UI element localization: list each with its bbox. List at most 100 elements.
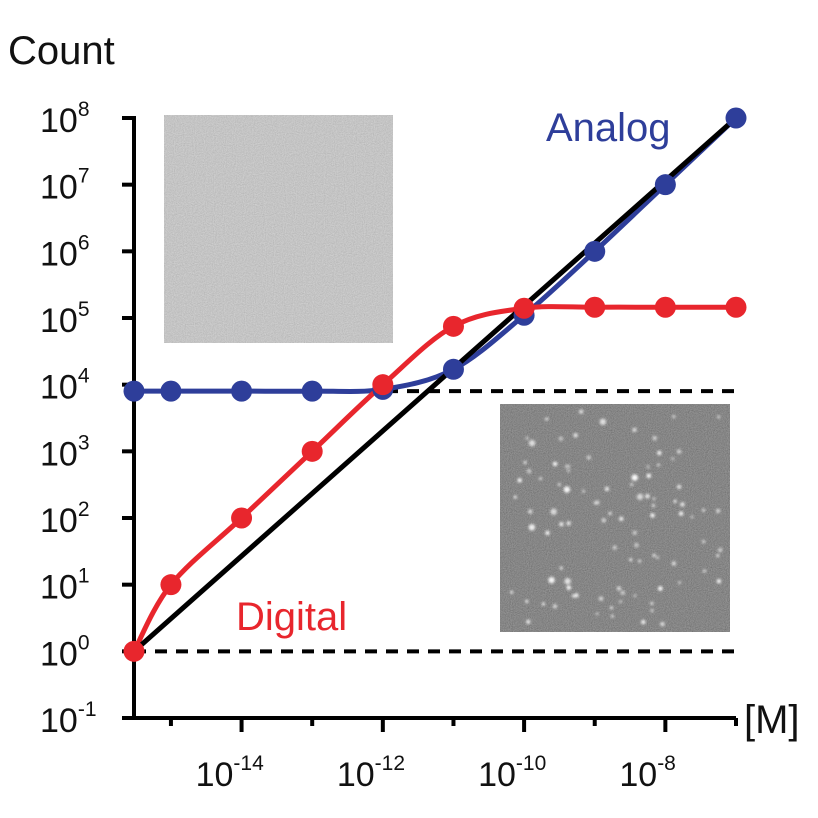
inset-spot xyxy=(646,465,650,469)
y-tick-label: 105 xyxy=(40,298,90,340)
series-line-analog xyxy=(131,115,739,395)
data-point-analog xyxy=(301,380,323,402)
inset-spot xyxy=(545,530,550,536)
data-point-digital xyxy=(584,296,606,318)
inset-spot xyxy=(634,543,639,548)
inset-spot xyxy=(619,516,624,522)
data-point-digital xyxy=(654,296,676,318)
inset-spot xyxy=(690,515,694,519)
inset-spot xyxy=(566,469,570,473)
inset-spot xyxy=(601,518,607,523)
inset-spot xyxy=(548,576,555,584)
inset-spot xyxy=(610,606,614,610)
inset-spot xyxy=(525,436,529,440)
y-tick-label: 108 xyxy=(40,98,90,140)
inset-spot xyxy=(716,554,720,558)
x-axis-ticks: 10-14 10-12 10-10 10-8 xyxy=(168,718,738,794)
series-markers xyxy=(123,107,747,662)
inset-spot xyxy=(552,461,558,467)
inset-spot xyxy=(702,540,706,544)
inset-spot xyxy=(599,418,607,426)
x-tick-label: 10-14 xyxy=(196,752,265,794)
inset-spot xyxy=(676,449,682,454)
inset-spot xyxy=(652,553,656,557)
inset-spot xyxy=(651,504,655,508)
inset-spot xyxy=(541,602,545,606)
inset-spot xyxy=(660,621,665,627)
digital-inset-image xyxy=(500,404,730,632)
inset-spot xyxy=(715,508,721,514)
inset-spot xyxy=(650,609,654,613)
data-point-digital xyxy=(160,574,182,596)
inset-spot xyxy=(578,409,584,414)
data-point-analog xyxy=(160,380,182,402)
inset-spot xyxy=(564,464,568,468)
digital-inset-spots xyxy=(510,409,723,627)
inset-spot xyxy=(528,509,533,514)
inset-spot xyxy=(563,486,571,493)
inset-spot xyxy=(636,493,644,500)
axes xyxy=(132,116,736,720)
y-tick-label: 103 xyxy=(40,431,90,473)
inset-spot xyxy=(616,586,622,591)
inset-spot xyxy=(608,511,612,515)
inset-spot xyxy=(525,599,529,603)
inset-spot xyxy=(593,501,597,505)
x-tick-label: 10-8 xyxy=(619,752,676,794)
data-point-analog xyxy=(231,380,253,402)
series-label-analog: Analog xyxy=(546,106,671,150)
reference-line-layer xyxy=(131,115,739,654)
inset-spot xyxy=(631,474,638,481)
inset-spot xyxy=(678,511,684,516)
inset-spot xyxy=(676,484,682,490)
inset-spot xyxy=(629,558,633,562)
inset-spot xyxy=(513,495,517,499)
inset-spot xyxy=(652,435,657,441)
inset-spot xyxy=(564,578,571,585)
inset-spot xyxy=(567,464,571,468)
y-tick-label: 101 xyxy=(40,565,90,607)
x-tick-label: 10-10 xyxy=(478,752,546,794)
inset-spot xyxy=(558,436,564,441)
y-axis-title: Count xyxy=(8,29,115,73)
data-point-analog xyxy=(654,174,676,196)
y-tick-label: 10-1 xyxy=(40,698,97,740)
inset-spot xyxy=(612,545,617,550)
inset-spot xyxy=(550,508,557,515)
inset-spot xyxy=(657,463,661,467)
data-point-digital xyxy=(513,297,535,319)
data-point-digital xyxy=(301,440,323,462)
inset-spot xyxy=(610,614,614,618)
data-point-digital xyxy=(123,640,145,662)
inset-spot xyxy=(526,469,532,474)
inset-spot xyxy=(680,502,685,507)
inset-spot xyxy=(632,427,637,433)
series-line-digital xyxy=(131,304,739,654)
inset-spot xyxy=(510,590,514,594)
inset-spot xyxy=(632,530,637,536)
inset-spot xyxy=(582,489,586,493)
data-point-digital xyxy=(231,507,253,529)
inset-spot xyxy=(718,547,723,553)
inset-spot xyxy=(657,450,662,456)
inset-spot xyxy=(702,508,706,512)
analog-inset-image xyxy=(164,115,393,343)
inset-spot xyxy=(619,600,623,604)
inset-spot xyxy=(652,497,656,501)
inset-spot xyxy=(672,415,676,419)
inset-spot xyxy=(604,486,610,492)
inset-spot xyxy=(545,417,549,421)
inset-spot xyxy=(671,457,675,461)
data-point-analog xyxy=(725,107,747,129)
y-axis-ticks: 108 107 106 105 104 103 102 101 100 10-1 xyxy=(40,98,134,740)
inset-spot xyxy=(586,455,592,460)
y-tick-label: 107 xyxy=(40,165,90,207)
inset-spot xyxy=(716,579,722,584)
y-tick-label: 102 xyxy=(40,498,90,540)
inset-spot xyxy=(717,415,721,419)
y-tick-label: 104 xyxy=(40,365,90,407)
inset-spot xyxy=(517,478,522,483)
inset-spot xyxy=(650,513,655,518)
inset-spot xyxy=(595,612,599,616)
